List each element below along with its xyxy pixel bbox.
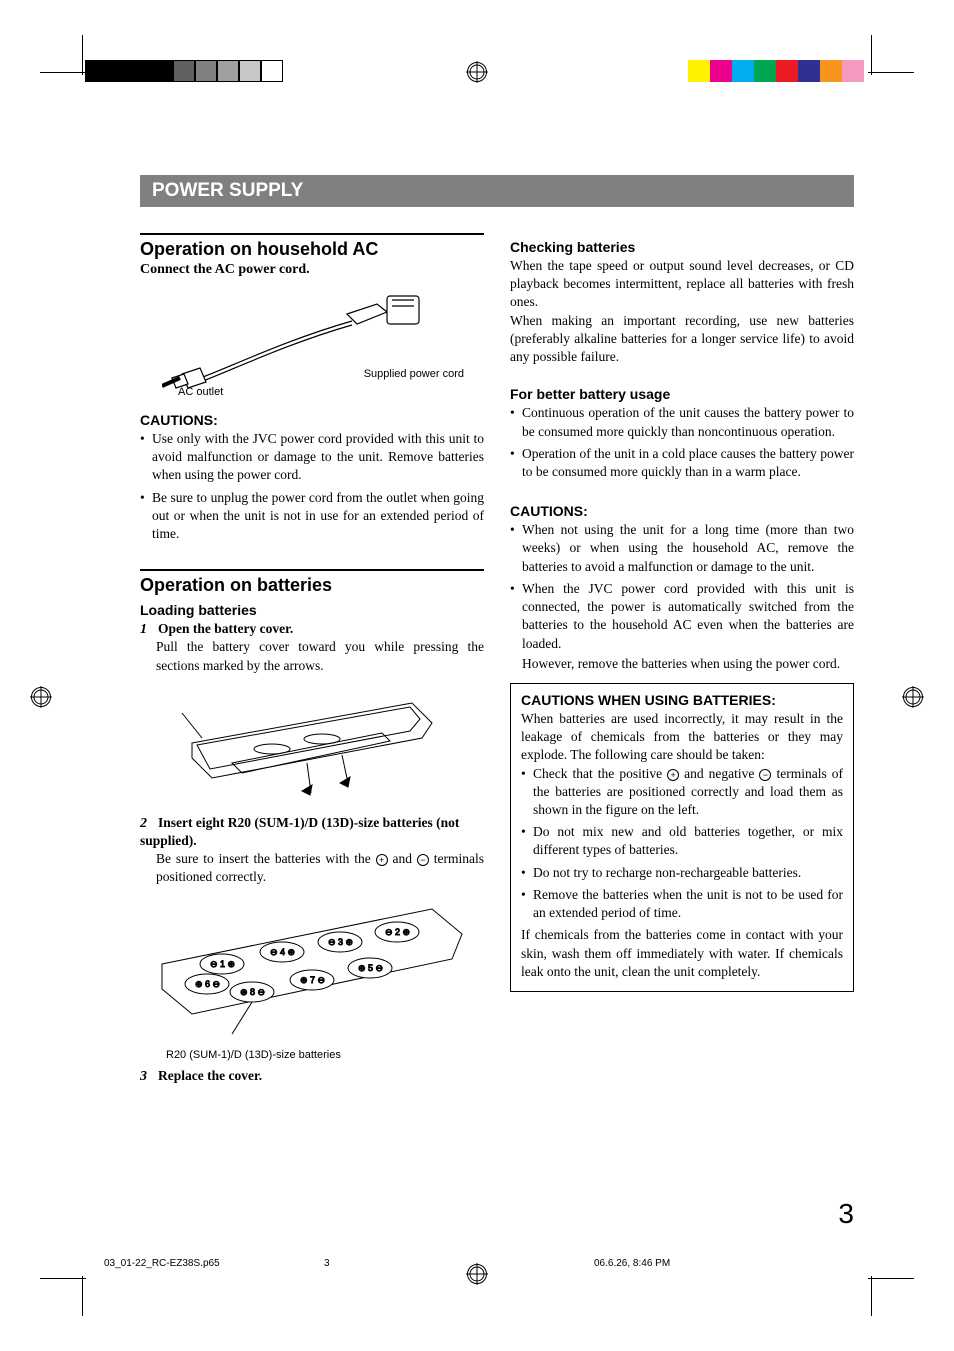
body-text: When making an important recording, use … xyxy=(510,312,854,367)
cautions-heading: CAUTIONS: xyxy=(510,503,854,519)
better-usage-heading: For better battery usage xyxy=(510,386,854,402)
body-text: When batteries are used incorrectly, it … xyxy=(521,710,843,765)
step-3: 3 Replace the cover. xyxy=(140,1067,484,1085)
step-1: 1 Open the battery cover. Pull the batte… xyxy=(140,620,484,674)
heading-battery-operation: Operation on batteries xyxy=(140,575,484,596)
page-number: 3 xyxy=(838,1198,854,1230)
list-item: Do not try to recharge non-rechargeable … xyxy=(521,864,843,882)
step-title: Insert eight R20 (SUM-1)/D (13D)-size ba… xyxy=(140,815,459,848)
ac-subhead: Connect the AC power cord. xyxy=(140,262,484,278)
better-usage-list: Continuous operation of the unit causes … xyxy=(510,404,854,481)
registration-mark-icon xyxy=(466,1263,488,1290)
grayscale-bars xyxy=(85,60,283,82)
list-item: When the JVC power cord provided with th… xyxy=(510,580,854,673)
svg-text:⊕ 8 ⊖: ⊕ 8 ⊖ xyxy=(240,987,265,997)
cautions-heading: CAUTIONS: xyxy=(140,412,484,428)
footer-filename: 03_01-22_RC-EZ38S.p65 xyxy=(104,1258,324,1269)
step-number: 2 xyxy=(140,816,154,832)
step-2: 2 Insert eight R20 (SUM-1)/D (13D)-size … xyxy=(140,814,484,886)
svg-text:⊕ 5 ⊖: ⊕ 5 ⊖ xyxy=(358,963,383,973)
svg-text:⊕ 6 ⊖: ⊕ 6 ⊖ xyxy=(195,979,220,989)
list-item: Operation of the unit in a cold place ca… xyxy=(510,445,854,481)
illustration-batteries-inserted: ⊖ 1 ⊕ ⊖ 4 ⊕ ⊖ 3 ⊕ ⊖ 2 ⊕ ⊕ 6 ⊖ ⊕ 8 ⊖ ⊕ 7 … xyxy=(140,894,484,1061)
cautions-list: Use only with the JVC power cord provide… xyxy=(140,430,484,543)
svg-text:⊖ 3 ⊕: ⊖ 3 ⊕ xyxy=(328,937,353,947)
illustration-battery-cover xyxy=(140,683,484,808)
svg-text:⊖ 1 ⊕: ⊖ 1 ⊕ xyxy=(210,959,235,969)
caption-battery-size: R20 (SUM-1)/D (13D)-size batteries xyxy=(166,1049,484,1061)
caption-supplied-cord: Supplied power cord xyxy=(364,368,464,380)
left-column: Operation on household AC Connect the AC… xyxy=(140,233,484,1091)
list-item: Continuous operation of the unit causes … xyxy=(510,404,854,440)
svg-text:⊖ 4 ⊕: ⊖ 4 ⊕ xyxy=(270,947,295,957)
list-item: Use only with the JVC power cord provide… xyxy=(140,430,484,485)
two-column-layout: Operation on household AC Connect the AC… xyxy=(140,233,854,1091)
crop-mark xyxy=(868,1278,914,1279)
step-number: 1 xyxy=(140,622,154,638)
step-number: 3 xyxy=(140,1069,154,1085)
footer-timestamp: 06.6.26, 8:46 PM xyxy=(584,1258,854,1269)
content-area: POWER SUPPLY Operation on household AC C… xyxy=(140,175,854,1091)
footer-sheet: 3 xyxy=(324,1258,584,1269)
heading-ac-operation: Operation on household AC xyxy=(140,239,484,260)
crop-mark xyxy=(82,1276,83,1316)
illustration-power-cord: Supplied power cord AC outlet xyxy=(140,286,484,406)
loading-batteries-heading: Loading batteries xyxy=(140,602,484,618)
step-body: Pull the battery cover toward you while … xyxy=(140,638,484,674)
cautions-box-heading: CAUTIONS WHEN USING BATTERIES: xyxy=(521,692,843,708)
step-title: Replace the cover. xyxy=(158,1068,262,1083)
rule xyxy=(140,233,484,235)
svg-text:⊖ 2 ⊕: ⊖ 2 ⊕ xyxy=(385,927,410,937)
step-body: Be sure to insert the batteries with the… xyxy=(140,850,484,886)
registration-mark-icon xyxy=(902,686,924,713)
crop-mark xyxy=(871,1276,872,1316)
list-item: Be sure to unplug the power cord from th… xyxy=(140,489,484,544)
list-item: Do not mix new and old batteries togethe… xyxy=(521,823,843,859)
body-text: However, remove the batteries when using… xyxy=(522,656,840,671)
svg-text:⊕ 7 ⊖: ⊕ 7 ⊖ xyxy=(300,975,325,985)
list-item: When not using the unit for a long time … xyxy=(510,521,854,576)
page: POWER SUPPLY Operation on household AC C… xyxy=(0,0,954,1351)
section-header: POWER SUPPLY xyxy=(140,175,854,207)
body-text: When the tape speed or output sound leve… xyxy=(510,257,854,312)
registration-mark-icon xyxy=(30,686,52,713)
list-item: Check that the positive + and negative −… xyxy=(521,765,843,820)
cautions-box: CAUTIONS WHEN USING BATTERIES: When batt… xyxy=(510,683,854,992)
rule xyxy=(140,569,484,571)
right-column: Checking batteries When the tape speed o… xyxy=(510,233,854,1091)
crop-mark xyxy=(40,1278,86,1279)
body-text: If chemicals from the batteries come in … xyxy=(521,926,843,981)
cautions-list: When not using the unit for a long time … xyxy=(510,521,854,673)
registration-mark-icon xyxy=(466,61,488,83)
step-title: Open the battery cover. xyxy=(158,621,293,636)
color-bars xyxy=(688,60,864,82)
checking-batteries-heading: Checking batteries xyxy=(510,239,854,255)
caption-ac-outlet: AC outlet xyxy=(178,386,223,398)
cautions-box-list: Check that the positive + and negative −… xyxy=(521,765,843,923)
list-item: Remove the batteries when the unit is no… xyxy=(521,886,843,922)
